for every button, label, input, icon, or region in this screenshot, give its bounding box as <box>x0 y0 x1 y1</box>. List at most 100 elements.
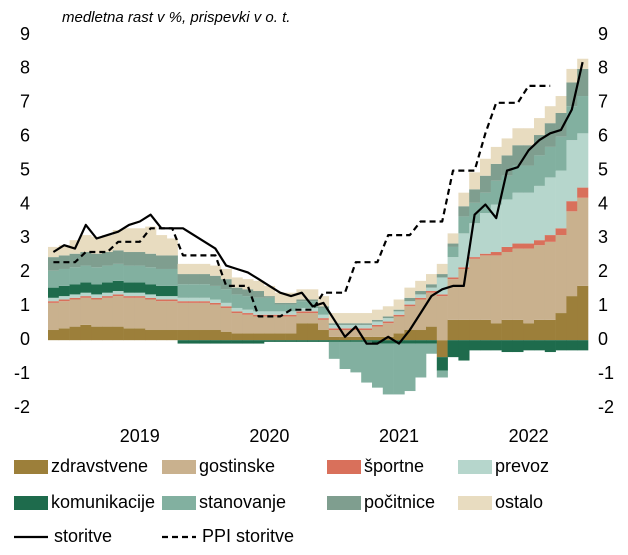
bar-segment <box>458 192 470 207</box>
bar-segment <box>285 314 297 317</box>
bar-segment <box>307 301 319 308</box>
bar-segment <box>372 309 384 320</box>
bar-segment <box>512 192 524 244</box>
bar-segment <box>382 316 394 319</box>
bar-segment <box>242 279 254 290</box>
bar-segment <box>253 316 265 334</box>
bar-segment <box>566 340 578 351</box>
legend-swatch <box>327 496 361 510</box>
bar-segment <box>91 326 103 341</box>
bar-segment <box>404 287 416 298</box>
y-tick-label: -2 <box>14 397 30 417</box>
bar-segment <box>177 263 189 275</box>
bar-segment <box>480 192 492 214</box>
bar-segment <box>447 277 459 280</box>
bar-segment <box>220 268 232 280</box>
bar-segment <box>102 326 114 341</box>
bar-segment <box>555 136 567 171</box>
bar-segment <box>307 311 319 314</box>
bar-segment <box>339 313 351 324</box>
bar-segment <box>382 336 394 341</box>
bar-segment <box>242 314 254 334</box>
bar-segment <box>58 245 70 256</box>
bar-segment <box>350 328 362 331</box>
bar-segment <box>188 263 200 275</box>
legend-label: zdravstvene <box>51 456 148 476</box>
bar-segment <box>328 340 340 342</box>
bar-segment <box>188 297 200 302</box>
bar-segment <box>231 311 243 314</box>
bar-segment <box>199 340 211 344</box>
bar-segment <box>156 285 168 297</box>
bar-segment <box>285 333 297 341</box>
bar-segment <box>458 206 470 217</box>
bar-segment <box>566 140 578 202</box>
bar-segment <box>296 340 308 342</box>
bar-segment <box>274 304 286 312</box>
bar-segment <box>512 165 524 193</box>
bar-segment <box>361 323 373 325</box>
bar-segment <box>501 199 513 247</box>
bar-segment <box>318 340 330 342</box>
bar-segment <box>102 296 114 298</box>
bar-segment <box>544 241 556 320</box>
bar-segment <box>264 311 276 315</box>
bar-segment <box>447 319 459 341</box>
y-tick-label: 9 <box>20 24 30 44</box>
bar-segment <box>220 302 232 307</box>
bar-segment <box>318 330 330 341</box>
bar-segment <box>490 180 502 205</box>
bar-segment <box>372 319 384 322</box>
bar-segment <box>523 145 535 166</box>
bar-segment <box>188 284 200 298</box>
bar-segment <box>555 313 567 341</box>
y-tick-label: -1 <box>14 363 30 383</box>
bar-segment <box>285 292 297 303</box>
bar-segment <box>393 309 405 312</box>
bar-segment <box>48 302 60 331</box>
bar-segment <box>523 192 535 244</box>
bar-segment <box>490 146 502 164</box>
y2-tick-label: 5 <box>598 159 608 179</box>
bar-segment <box>285 311 297 315</box>
bar-segment <box>544 177 556 236</box>
x-tick-label: 2021 <box>379 426 419 446</box>
bar-segment <box>242 333 254 341</box>
bar-segment <box>480 255 492 320</box>
bar-segment <box>490 204 502 253</box>
bar-segment <box>177 301 189 303</box>
bar-segment <box>339 340 351 342</box>
x-tick-label: 2022 <box>509 426 549 446</box>
bar-segment <box>112 296 124 327</box>
bar-segment <box>48 297 60 302</box>
bar-segment <box>480 319 492 341</box>
bar-segment <box>382 343 394 395</box>
y2-tick-label: 2 <box>598 261 608 281</box>
bar-segment <box>426 340 438 344</box>
line-series <box>52 61 584 345</box>
bar-segment <box>123 297 135 329</box>
bar-segment <box>544 340 556 353</box>
bar-segment <box>426 287 438 292</box>
bar-segment <box>296 301 308 308</box>
bar-segment <box>447 340 459 358</box>
bar-segment <box>80 296 92 298</box>
bar-segment <box>555 170 567 229</box>
bar-segment <box>253 280 265 292</box>
bar-segment <box>447 279 459 320</box>
y-tick-label: 2 <box>20 261 30 281</box>
bar-segment <box>339 324 351 329</box>
bar-segment <box>210 304 222 331</box>
bar-segment <box>91 236 103 254</box>
bar-segment <box>134 265 146 283</box>
bar-segment <box>393 343 405 395</box>
bar-segment <box>339 323 351 325</box>
bar-segment <box>253 340 265 344</box>
bar-segment <box>361 324 373 329</box>
bar-segment <box>48 287 60 298</box>
bar-segment <box>264 316 276 334</box>
bar-segment <box>264 285 276 297</box>
bar-segment <box>404 343 416 392</box>
bar-segment <box>156 235 168 256</box>
